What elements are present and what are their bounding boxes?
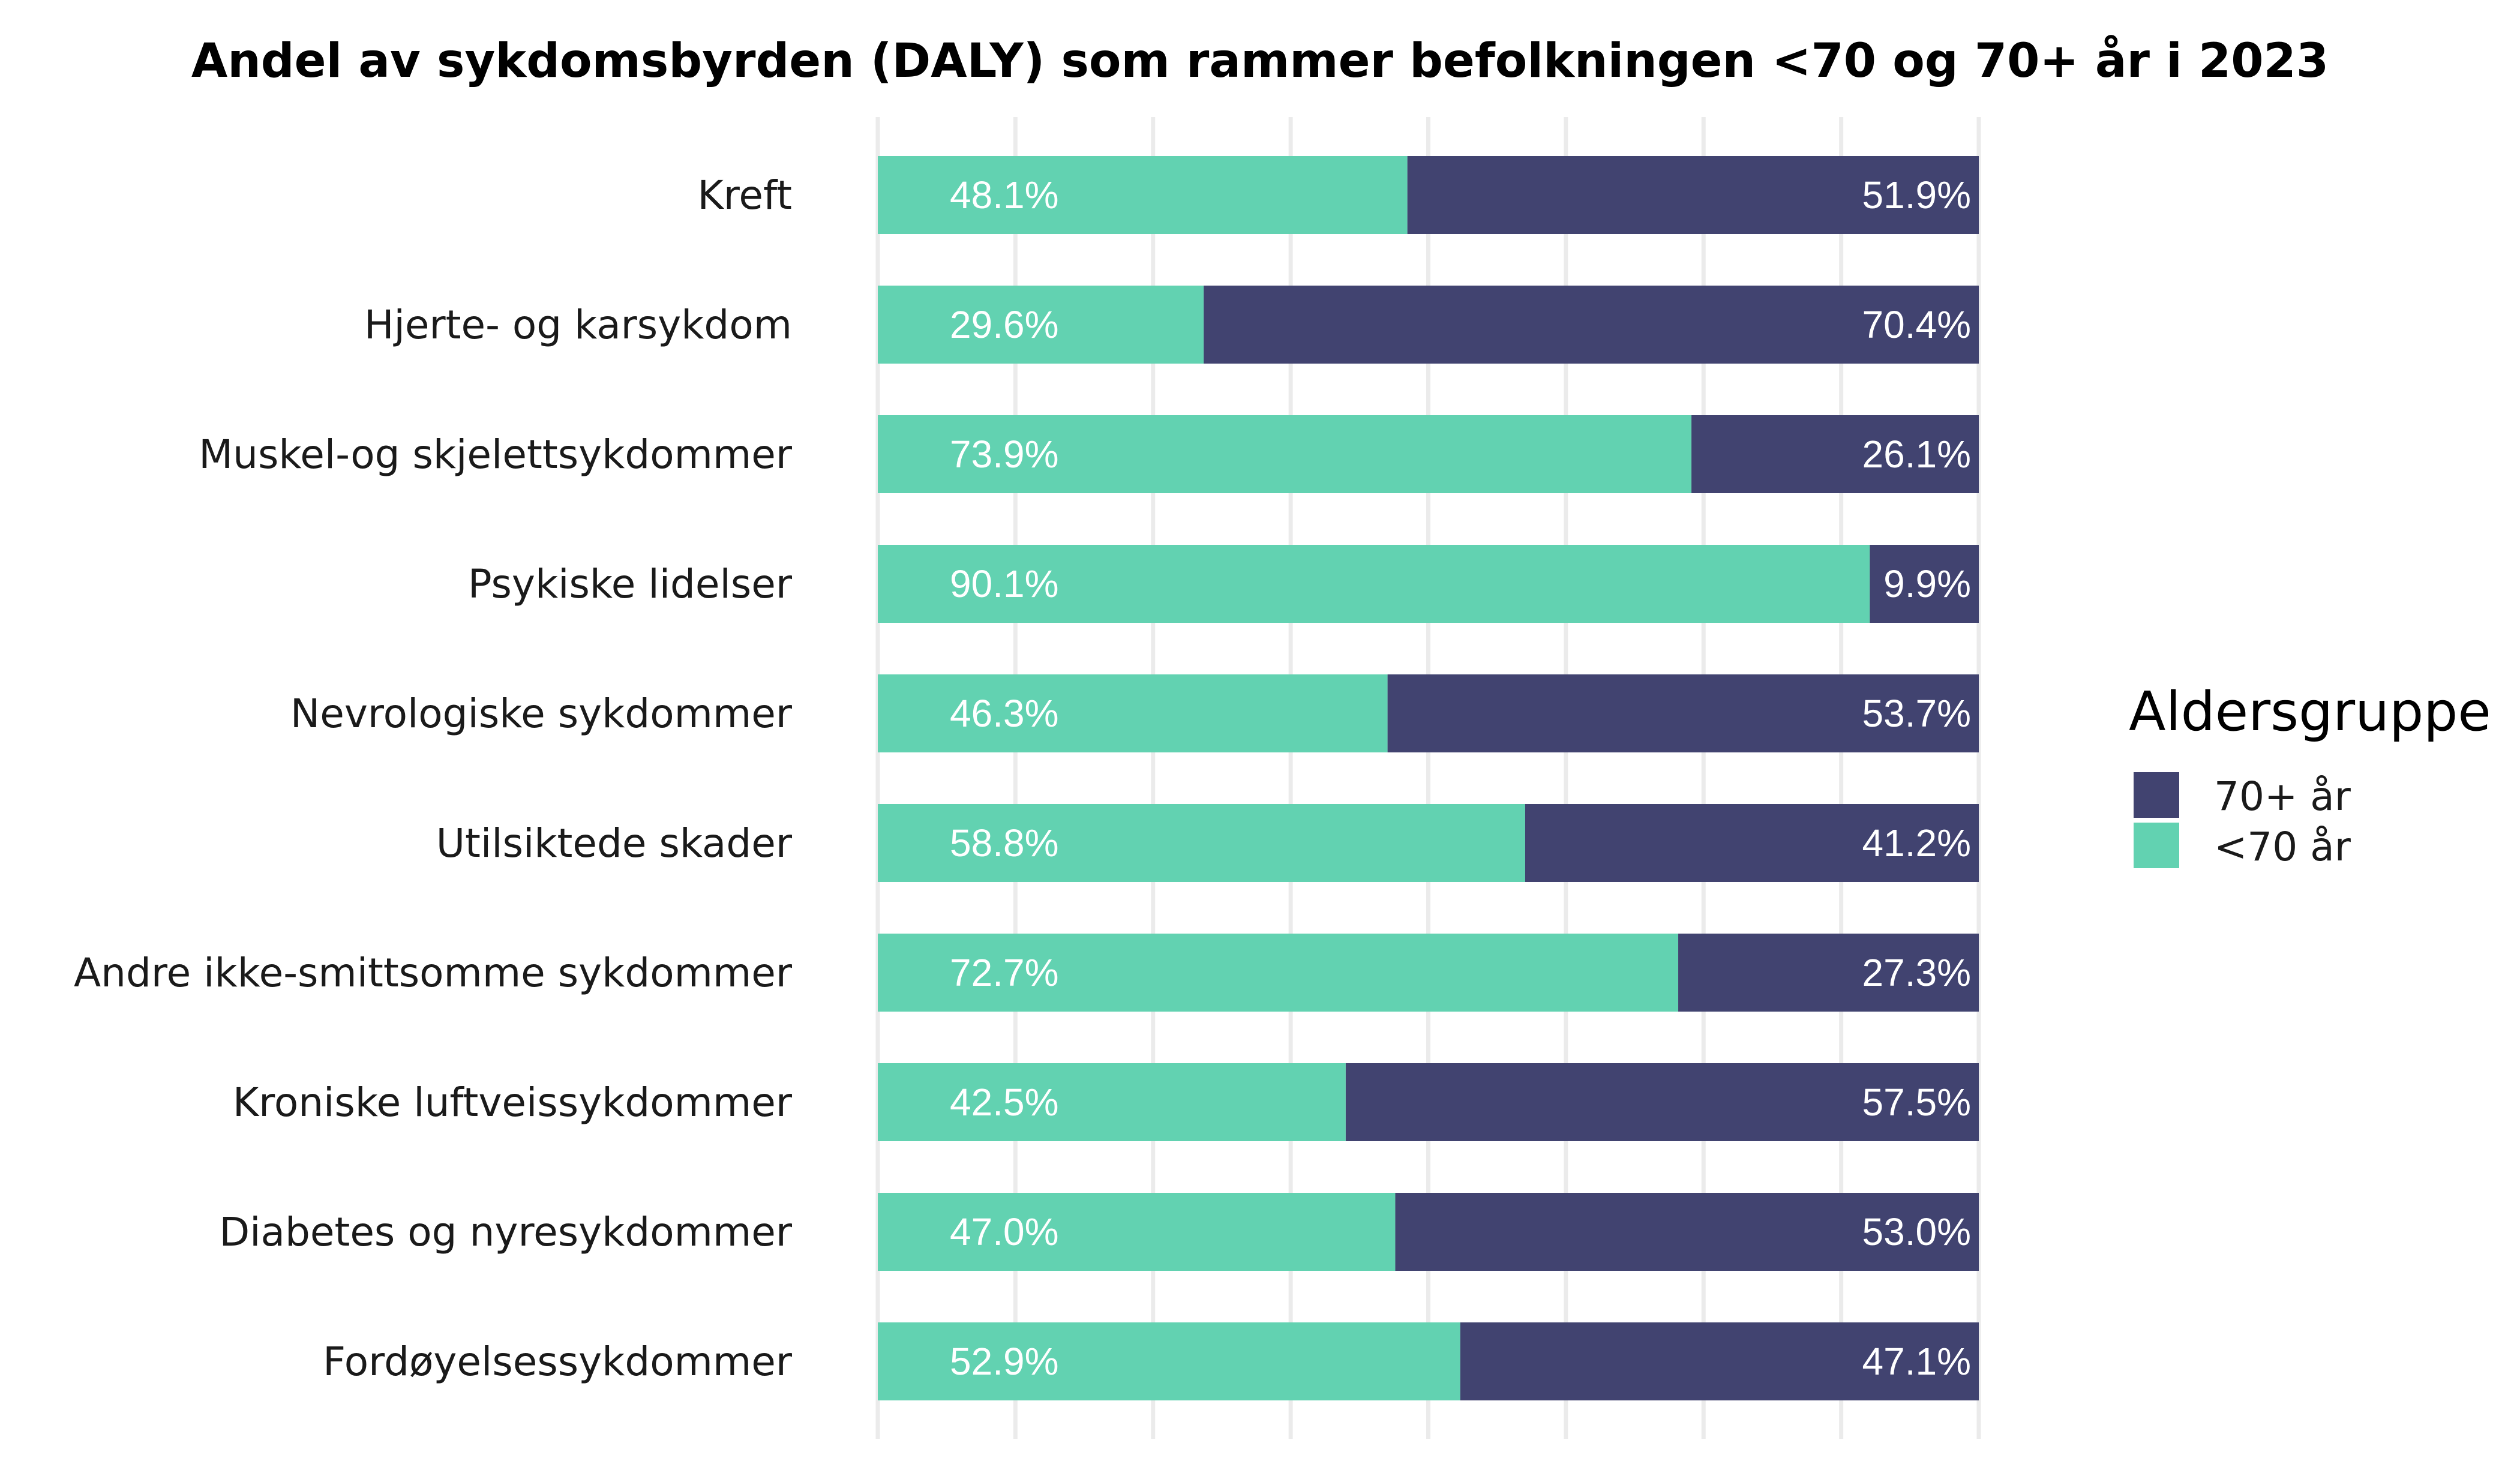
category-label: Andre ikke-smittsomme sykdommer	[74, 950, 793, 996]
legend: Aldersgruppe 70+ år <70 år	[2129, 680, 2491, 870]
category-label: Psykiske lidelser	[468, 561, 793, 607]
category-label: Kroniske luftveissykdommer	[233, 1079, 793, 1126]
bar-under70	[878, 674, 1388, 752]
bar-70plus	[1345, 1063, 1979, 1141]
bar-70plus	[1407, 156, 1979, 234]
value-label-under70: 48.1%	[950, 173, 1058, 217]
value-label-under70: 47.0%	[950, 1210, 1058, 1253]
value-label-70plus: 70.4%	[1862, 303, 1971, 346]
legend-title: Aldersgruppe	[2129, 680, 2491, 743]
bar-under70	[878, 545, 1870, 623]
bar-under70	[878, 156, 1408, 234]
category-label: Muskel-og skjelettsykdommer	[199, 431, 793, 478]
bar-under70	[878, 804, 1525, 882]
bar-70plus	[1678, 934, 1979, 1012]
bar-under70	[878, 286, 1204, 364]
bar-70plus	[1691, 415, 1979, 493]
value-label-70plus: 47.1%	[1862, 1340, 1971, 1383]
value-label-70plus: 27.3%	[1862, 951, 1971, 994]
bar-under70	[878, 1322, 1460, 1400]
legend-label-70plus: 70+ år	[2214, 773, 2351, 820]
value-label-under70: 42.5%	[950, 1081, 1058, 1124]
bar-70plus	[1395, 1193, 1979, 1271]
value-label-70plus: 57.5%	[1862, 1081, 1971, 1124]
value-label-70plus: 9.9%	[1883, 562, 1971, 605]
value-label-under70: 46.3%	[950, 692, 1058, 735]
category-label: Hjerte- og karsykdom	[364, 302, 792, 348]
category-label: Kreft	[697, 172, 792, 218]
bar-under70	[878, 1193, 1396, 1271]
value-label-under70: 90.1%	[950, 562, 1058, 605]
value-label-70plus: 41.2%	[1862, 821, 1971, 865]
value-label-70plus: 26.1%	[1862, 433, 1971, 476]
value-label-70plus: 53.7%	[1862, 692, 1971, 735]
legend-label-under70: <70 år	[2214, 824, 2351, 870]
bar-70plus	[1870, 545, 1979, 623]
category-label: Nevrologiske sykdommer	[290, 691, 793, 737]
chart-title: Andel av sykdomsbyrden (DALY) som rammer…	[191, 34, 2329, 88]
value-label-70plus: 53.0%	[1862, 1210, 1971, 1253]
bar-under70	[878, 1063, 1346, 1141]
value-label-under70: 52.9%	[950, 1340, 1058, 1383]
bar-70plus	[1525, 804, 1979, 882]
bars: 48.1% 51.9% 29.6% 70.4% 73.9% 26.1% 90.1% 9.9% 4…	[878, 156, 1979, 1400]
bar-under70	[878, 415, 1692, 493]
category-label: Fordøyelsessykdommer	[323, 1339, 793, 1385]
value-label-under70: 58.8%	[950, 821, 1058, 865]
bar-under70	[878, 934, 1679, 1012]
category-label: Utilsiktede skader	[436, 820, 793, 866]
legend-key-70plus	[2134, 772, 2179, 818]
value-label-under70: 73.9%	[950, 433, 1058, 476]
bar-70plus	[1460, 1322, 1979, 1400]
value-label-70plus: 51.9%	[1862, 173, 1971, 217]
bar-70plus	[1387, 674, 1979, 752]
value-label-under70: 72.7%	[950, 951, 1058, 994]
bar-70plus	[1204, 286, 1979, 364]
category-label: Diabetes og nyresykdommer	[219, 1209, 793, 1255]
category-labels: Kreft Hjerte- og karsykdom Muskel-og skjel…	[74, 172, 793, 1385]
legend-key-under70	[2134, 823, 2179, 868]
value-label-under70: 29.6%	[950, 303, 1058, 346]
